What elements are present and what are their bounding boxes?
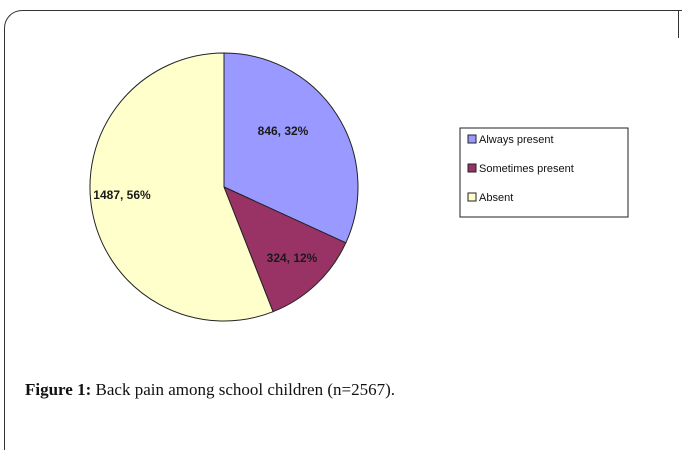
data-label-absent: 1487, 56%: [93, 188, 151, 202]
data-label-always-present: 846, 32%: [258, 124, 309, 138]
pie-slice-absent: [89, 52, 274, 322]
pie-slice-always-present: [223, 52, 359, 244]
legend-swatch-always-present: [467, 134, 477, 144]
caption-text: Back pain among school children (n=2567)…: [95, 380, 395, 399]
legend-label-sometimes-present: Sometimes present: [479, 163, 574, 175]
legend-label-absent: Absent: [479, 192, 513, 204]
frame-edge: [678, 10, 679, 38]
legend: Always present Sometimes present Absent: [459, 127, 629, 218]
legend-box: [459, 127, 629, 218]
pie-slice-sometimes-present: [223, 186, 347, 313]
figure-frame: [4, 10, 682, 450]
data-label-sometimes-present: 324, 12%: [267, 251, 318, 265]
caption-label: Figure 1:: [25, 380, 92, 399]
legend-swatch-sometimes-present: [467, 163, 477, 173]
legend-label-always-present: Always present: [479, 134, 554, 146]
legend-swatch-absent: [467, 192, 477, 202]
figure-caption: Figure 1: Back pain among school childre…: [25, 380, 395, 400]
